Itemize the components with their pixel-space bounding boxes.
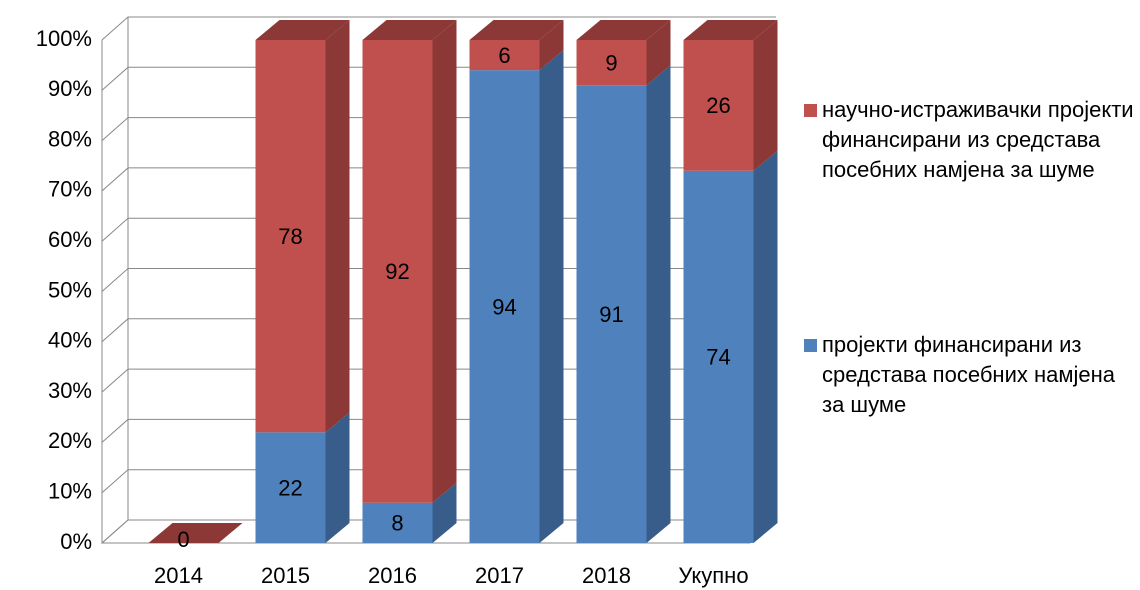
legend-item: научно-истраживачки пројекти финансирани… — [804, 95, 1134, 185]
y-tick-label: 100% — [36, 26, 92, 51]
x-tick-label: 2015 — [261, 563, 310, 588]
y-tick-label: 60% — [48, 227, 92, 252]
bar-side — [753, 150, 778, 543]
x-tick-label: 2018 — [582, 563, 631, 588]
data-label: 91 — [599, 302, 623, 327]
bar-top — [362, 20, 457, 40]
data-label: 6 — [498, 43, 510, 68]
bar-side — [432, 20, 457, 503]
bar-top — [683, 20, 778, 40]
bar-side — [646, 20, 671, 86]
y-tick-label: 20% — [48, 428, 92, 453]
bar-side — [539, 50, 564, 544]
legend-swatch — [804, 339, 817, 352]
bar-segment — [683, 170, 754, 543]
legend-label: научно-истраживачки пројекти финансирани… — [822, 97, 1134, 182]
data-label: 22 — [278, 475, 302, 500]
bar-top — [255, 20, 350, 40]
bar-side — [432, 482, 457, 543]
y-tick-label: 80% — [48, 126, 92, 151]
data-label: 0 — [177, 527, 189, 552]
bar-segment — [683, 40, 754, 171]
bar-segment — [255, 432, 326, 543]
y-tick-label: 50% — [48, 277, 92, 302]
y-tick-label: 0% — [60, 529, 92, 554]
x-tick-label: Укупно — [678, 563, 748, 588]
bar-side — [753, 20, 778, 171]
y-tick-label: 30% — [48, 378, 92, 403]
data-label: 9 — [605, 50, 617, 75]
y-tick-label: 40% — [48, 328, 92, 353]
bar-segment — [576, 85, 647, 544]
x-tick-label: 2014 — [154, 563, 203, 588]
bar-side — [325, 20, 350, 433]
bar-segment — [576, 40, 647, 86]
legend-label: пројекти финансирани из средстава посебн… — [822, 332, 1115, 417]
bar-segment — [469, 70, 540, 544]
y-tick-label: 70% — [48, 177, 92, 202]
data-label: 8 — [391, 511, 403, 536]
bar-top — [148, 523, 243, 543]
grid-line — [101, 16, 776, 41]
bar-top — [576, 20, 671, 40]
data-label: 92 — [385, 259, 409, 284]
data-label: 78 — [278, 224, 302, 249]
bar-segment — [362, 502, 433, 543]
y-tick-label: 10% — [48, 479, 92, 504]
bar-segment — [469, 40, 540, 71]
bar-top — [469, 20, 564, 40]
x-tick-label: 2016 — [368, 563, 417, 588]
y-tick-label: 90% — [48, 76, 92, 101]
bar-side — [325, 412, 350, 543]
bar-side — [646, 65, 671, 544]
data-label: 26 — [706, 93, 730, 118]
legend-item: пројекти финансирани из средстава посебн… — [804, 330, 1134, 420]
data-label: 74 — [706, 345, 730, 370]
x-tick-label: 2017 — [475, 563, 524, 588]
bar-segment — [255, 40, 326, 433]
bar-segment — [362, 40, 433, 503]
data-label: 94 — [492, 294, 516, 319]
bar-side — [539, 20, 564, 71]
legend-swatch — [804, 104, 817, 117]
